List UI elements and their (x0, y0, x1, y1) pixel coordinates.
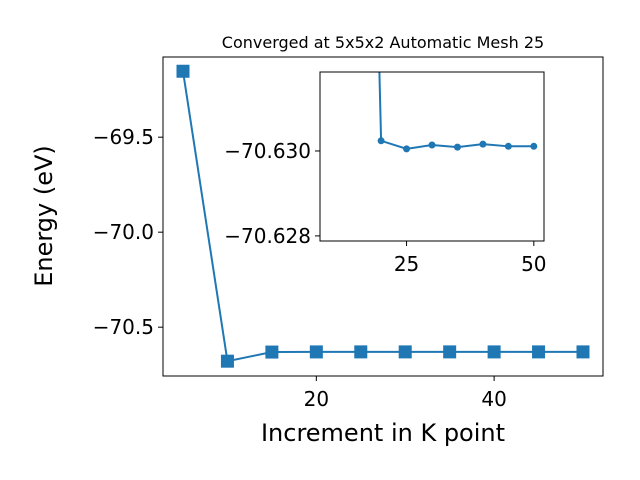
y-tick-label: −70.0 (93, 220, 154, 244)
data-point (443, 345, 457, 359)
data-point (532, 345, 546, 359)
x-tick-label: 20 (304, 387, 329, 411)
x-tick-label: 50 (521, 252, 546, 276)
y-tick-label: −70.630 (224, 139, 311, 163)
plot-area (377, 72, 538, 153)
y-tick-label: −69.5 (93, 125, 154, 149)
data-point (504, 142, 512, 150)
data-point (428, 141, 436, 149)
data-point (377, 137, 385, 145)
series-line (378, 72, 534, 150)
series-line (182, 71, 583, 363)
x-tick-label: 25 (394, 252, 419, 276)
plot-area (176, 64, 590, 368)
data-point (220, 354, 234, 368)
data-point (487, 345, 501, 359)
data-point (398, 345, 412, 359)
data-point (479, 140, 487, 148)
data-point (354, 345, 368, 359)
y-axis-label: Energy (eV) (30, 145, 58, 287)
inset-background (320, 72, 544, 241)
axes-frame (162, 56, 604, 377)
x-axis-label: Increment in K point (261, 419, 505, 447)
data-point (530, 142, 538, 150)
chart-title: Converged at 5x5x2 Automatic Mesh 25 (222, 33, 544, 52)
data-point (453, 143, 461, 151)
x-tick-label: 40 (481, 387, 506, 411)
data-point (576, 345, 590, 359)
data-point (265, 345, 279, 359)
data-point (403, 145, 411, 153)
data-point (176, 64, 190, 78)
y-tick-label: −70.628 (224, 224, 311, 248)
y-tick-label: −70.5 (93, 315, 154, 339)
axes-frame (319, 71, 545, 242)
data-point (309, 345, 323, 359)
